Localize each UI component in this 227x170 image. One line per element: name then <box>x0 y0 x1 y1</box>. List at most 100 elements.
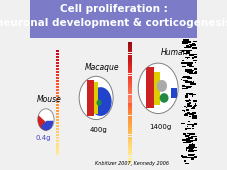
Ellipse shape <box>96 100 102 106</box>
Bar <box>186 141 191 143</box>
Bar <box>188 137 193 139</box>
Bar <box>182 139 186 141</box>
Bar <box>192 107 195 109</box>
Text: 0.4g: 0.4g <box>36 135 52 141</box>
Bar <box>192 150 199 151</box>
Bar <box>128 109 132 111</box>
Bar <box>191 108 194 109</box>
Bar <box>192 128 194 129</box>
Bar <box>185 128 187 130</box>
Bar <box>128 158 132 160</box>
Bar <box>192 117 198 118</box>
Bar <box>128 145 132 147</box>
Bar <box>194 72 197 74</box>
Bar <box>184 53 190 54</box>
Bar <box>188 121 190 122</box>
Bar <box>128 67 132 69</box>
Bar <box>193 100 200 102</box>
Bar <box>128 57 132 59</box>
Bar <box>128 63 132 65</box>
Bar <box>56 101 59 104</box>
Bar <box>194 41 197 42</box>
Bar <box>195 138 197 140</box>
Bar <box>192 47 198 49</box>
Bar <box>188 163 189 164</box>
Ellipse shape <box>138 63 178 114</box>
Bar <box>194 105 198 106</box>
Bar <box>194 56 196 58</box>
Bar <box>128 147 132 149</box>
Bar <box>182 88 187 89</box>
Bar <box>189 99 190 101</box>
Bar <box>183 142 186 143</box>
Bar <box>128 53 132 54</box>
Bar <box>184 160 186 162</box>
Bar <box>194 54 198 55</box>
Bar <box>194 56 197 58</box>
Bar <box>128 42 132 44</box>
Bar <box>192 115 198 117</box>
Bar <box>192 146 194 147</box>
FancyBboxPatch shape <box>87 80 94 116</box>
Bar <box>183 39 189 41</box>
Bar <box>188 105 192 107</box>
Bar <box>56 113 59 115</box>
Ellipse shape <box>160 93 168 103</box>
Bar <box>56 62 59 64</box>
Bar <box>187 133 193 134</box>
Bar <box>182 62 184 64</box>
Bar <box>185 70 190 72</box>
Bar <box>190 81 192 83</box>
Bar <box>128 111 132 113</box>
Text: 400g: 400g <box>89 127 107 133</box>
Wedge shape <box>41 121 53 132</box>
Bar <box>128 46 132 48</box>
Bar <box>56 149 59 151</box>
Bar <box>182 63 185 64</box>
Bar <box>188 103 189 104</box>
Bar <box>56 143 59 146</box>
Bar <box>128 74 132 75</box>
Bar <box>128 107 132 109</box>
Bar <box>184 106 186 107</box>
Bar <box>194 123 197 124</box>
Bar <box>56 50 59 52</box>
Bar <box>186 77 189 78</box>
Bar <box>189 73 195 74</box>
Bar <box>194 105 196 107</box>
Bar <box>188 148 193 150</box>
Bar <box>187 126 188 127</box>
Bar <box>56 77 59 79</box>
Bar <box>128 50 132 52</box>
Bar <box>189 102 191 104</box>
Bar <box>188 113 194 115</box>
Ellipse shape <box>38 109 54 130</box>
Bar <box>188 146 192 147</box>
Bar <box>192 81 194 82</box>
Bar <box>188 150 194 152</box>
Bar <box>192 57 194 59</box>
Bar <box>128 162 132 164</box>
Bar <box>128 99 132 101</box>
Bar <box>189 44 193 45</box>
Ellipse shape <box>157 80 167 92</box>
Bar <box>187 77 192 79</box>
Bar <box>189 54 194 56</box>
Bar <box>187 124 193 125</box>
Bar <box>186 51 190 53</box>
Bar <box>128 141 132 143</box>
Bar <box>186 157 193 158</box>
Text: 1400g: 1400g <box>149 124 172 130</box>
Bar <box>192 143 193 145</box>
Bar <box>184 111 185 112</box>
Bar <box>190 138 191 139</box>
Bar <box>193 115 200 116</box>
Bar <box>183 86 187 87</box>
Bar <box>188 154 194 156</box>
Bar <box>185 57 190 58</box>
Bar <box>128 122 132 124</box>
Bar <box>56 134 59 137</box>
Bar <box>56 122 59 124</box>
Bar <box>128 71 132 73</box>
Bar <box>184 114 188 116</box>
